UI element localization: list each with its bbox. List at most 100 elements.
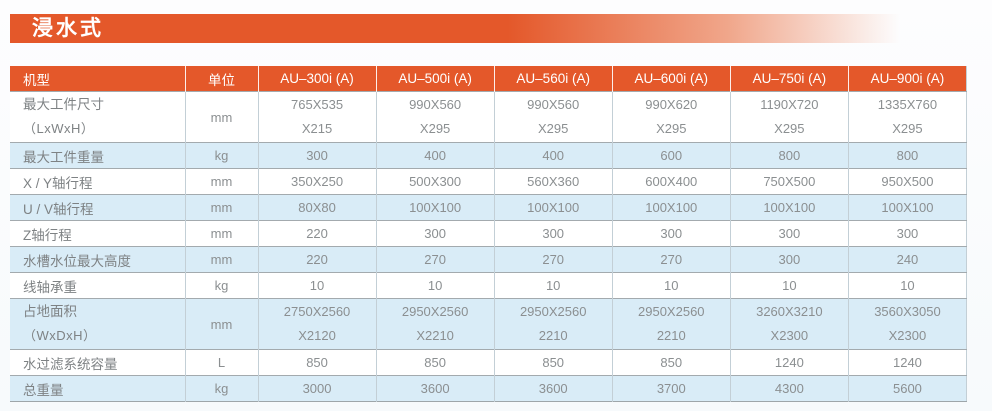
- value-cell: 3000: [257, 375, 377, 402]
- value-cell: 2950X2560 X2210: [375, 298, 495, 350]
- value-cell: 300: [375, 220, 495, 247]
- value-line: X295: [538, 121, 569, 136]
- spec-table-container: 机型 单位 AU–300i (A) AU–500i (A) AU–560i (A) AU–…: [10, 66, 967, 402]
- value-cell: 300: [847, 220, 967, 247]
- value-cell: 220: [257, 220, 377, 247]
- section-title-bar: 浸水式: [10, 14, 967, 43]
- unit-cell: kg: [184, 272, 258, 299]
- value-line: 990X560: [409, 97, 462, 112]
- unit-cell: mm: [184, 194, 258, 221]
- value-cell: 100X100: [375, 194, 495, 221]
- value-line: 1190X720: [760, 97, 819, 112]
- page-title: 浸水式: [32, 17, 104, 40]
- value-cell: 3600: [375, 375, 495, 402]
- value-cell: 270: [493, 246, 613, 273]
- column-header-model: AU–900i (A): [847, 66, 967, 92]
- value-cell: 300: [729, 246, 849, 273]
- value-line: 990X620: [645, 97, 698, 112]
- row-label-text: 水过滤系统容量: [23, 356, 118, 372]
- row-label-text: 最大工件重量: [23, 149, 104, 165]
- value-cell: 850: [375, 349, 495, 376]
- row-label-cell: 最大工件尺寸 （LxWxH）: [10, 91, 185, 143]
- unit-cell: mm: [184, 246, 258, 273]
- value-cell: 80X80: [257, 194, 377, 221]
- value-cell: 500X300: [375, 168, 495, 195]
- value-line: X295: [419, 121, 451, 136]
- value-cell: 400: [493, 142, 613, 169]
- unit-cell: L: [184, 349, 258, 376]
- table-row: Z轴行程 mm 220 300 300 300 300 300: [10, 220, 967, 247]
- value-line: X2210: [416, 328, 454, 343]
- value-line: X2120: [298, 328, 336, 343]
- value-cell: 765X535 X215: [257, 91, 377, 143]
- row-label-cell: X / Y轴行程: [10, 168, 185, 195]
- value-cell: 990X620 X295: [611, 91, 731, 143]
- value-cell: 240: [847, 246, 967, 273]
- value-cell: 3560X3050 X2300: [847, 298, 967, 350]
- value-cell: 300: [729, 220, 849, 247]
- row-label-cell: 最大工件重量: [10, 142, 185, 169]
- value-line: X295: [656, 121, 687, 136]
- table-row: 线轴承重 kg 10 10 10 10 10 10: [10, 272, 967, 299]
- value-line: X2300: [888, 328, 927, 343]
- row-label-text: U / V轴行程: [23, 201, 94, 217]
- column-header-model: AU–500i (A): [375, 66, 495, 92]
- value-cell: 1335X760 X295: [847, 91, 967, 143]
- value-cell: 850: [257, 349, 377, 376]
- row-label-cell: 水过滤系统容量: [10, 349, 185, 376]
- value-line: 765X535: [291, 97, 344, 112]
- value-line: 990X560: [527, 97, 580, 112]
- row-label-text: 总重量: [23, 382, 64, 398]
- value-cell: 750X500: [729, 168, 849, 195]
- value-cell: 3260X3210 X2300: [729, 298, 849, 350]
- row-label-cell: 线轴承重: [10, 272, 185, 299]
- value-cell: 10: [257, 272, 377, 299]
- unit-cell: mm: [184, 220, 258, 247]
- value-line: 2210: [538, 328, 568, 343]
- value-cell: 100X100: [611, 194, 731, 221]
- value-cell: 2750X2560 X2120: [257, 298, 377, 350]
- value-line: 2950X2560: [638, 304, 705, 319]
- value-cell: 850: [611, 349, 731, 376]
- value-line: X295: [892, 121, 923, 136]
- column-header-unit: 单位: [184, 66, 258, 92]
- table-row: 水槽水位最大高度 mm 220 270 270 270 300 240: [10, 246, 967, 273]
- row-label-cell: U / V轴行程: [10, 194, 185, 221]
- value-cell: 270: [375, 246, 495, 273]
- row-label-text: X / Y轴行程: [23, 175, 93, 191]
- value-cell: 270: [611, 246, 731, 273]
- row-label-text: 最大工件尺寸: [23, 97, 104, 112]
- value-line: 1335X760: [877, 97, 938, 112]
- row-label-text: 水槽水位最大高度: [23, 253, 131, 269]
- column-header-model: AU–560i (A): [493, 66, 613, 92]
- table-body: 最大工件尺寸 （LxWxH） mm 765X535 X215 990X560 X295 990…: [10, 91, 967, 402]
- value-cell: 100X100: [847, 194, 967, 221]
- value-cell: 800: [729, 142, 849, 169]
- value-line: X215: [301, 121, 333, 136]
- value-cell: 10: [493, 272, 613, 299]
- row-label-cell: 总重量: [10, 375, 185, 402]
- row-label-text: Z轴行程: [23, 227, 72, 243]
- value-cell: 4300: [729, 375, 849, 402]
- table-row: 最大工件尺寸 （LxWxH） mm 765X535 X215 990X560 X295 990…: [10, 91, 967, 143]
- value-cell: 2950X2560 2210: [611, 298, 731, 350]
- value-cell: 950X500: [847, 168, 967, 195]
- value-cell: 400: [375, 142, 495, 169]
- value-cell: 1240: [847, 349, 967, 376]
- value-cell: 300: [493, 220, 613, 247]
- value-line: 2950X2560: [519, 304, 587, 319]
- row-label-cell: 水槽水位最大高度: [10, 246, 185, 273]
- unit-cell: mm: [184, 91, 258, 143]
- value-cell: 300: [257, 142, 377, 169]
- value-cell: 1240: [729, 349, 849, 376]
- unit-cell: mm: [184, 298, 258, 350]
- value-cell: 1190X720 X295: [729, 91, 849, 143]
- value-cell: 990X560 X295: [375, 91, 495, 143]
- value-cell: 220: [257, 246, 377, 273]
- unit-cell: mm: [184, 168, 258, 195]
- column-header-machine-type: 机型: [10, 66, 185, 92]
- value-cell: 3600: [493, 375, 613, 402]
- value-cell: 100X100: [493, 194, 613, 221]
- header-row: 机型 单位 AU–300i (A) AU–500i (A) AU–560i (A) AU–…: [10, 66, 967, 92]
- row-label-text: 占地面积: [23, 304, 77, 319]
